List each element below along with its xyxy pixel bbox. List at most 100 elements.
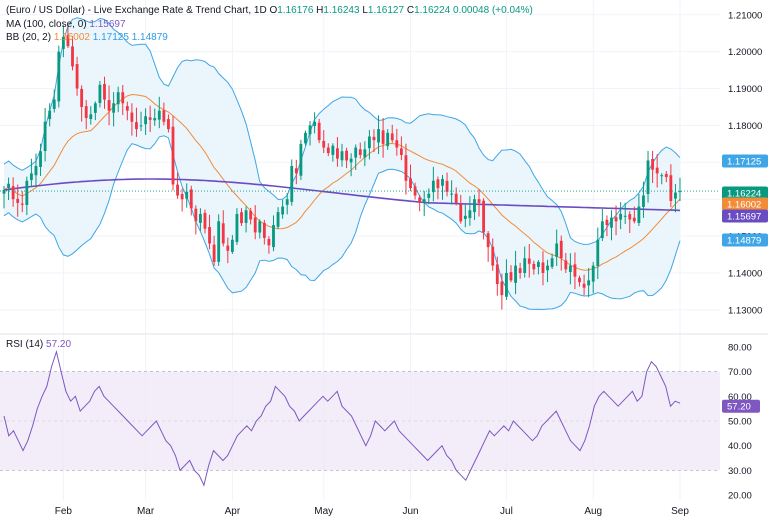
candlestick-series — [2, 25, 682, 310]
rsi-axis: 20.00 30.00 40.00 50.00 60.00 70.00 80.00 — [728, 342, 752, 501]
time-tick-label: Mar — [137, 506, 155, 517]
candle-body — [637, 206, 641, 224]
candle-body — [226, 245, 230, 251]
candle — [345, 147, 348, 169]
candle — [495, 256, 499, 296]
candle — [107, 85, 111, 126]
ma-legend[interactable]: MA (100, close, 0) 1.15697 — [6, 18, 126, 32]
candle — [381, 117, 385, 158]
candle-body — [532, 263, 536, 270]
candle-body — [7, 183, 10, 188]
candle — [308, 121, 312, 146]
candle — [555, 229, 559, 266]
candle — [605, 215, 609, 237]
candle-body — [377, 129, 380, 143]
candle-body — [390, 133, 394, 141]
rsi-value: 57.20 — [46, 339, 72, 350]
bb-legend[interactable]: BB (20, 2) 1.16002 1.17125 1.14879 — [6, 31, 168, 45]
candle — [564, 252, 568, 273]
candle — [399, 136, 403, 161]
candle — [632, 206, 636, 224]
candle — [623, 202, 627, 224]
candle — [25, 176, 29, 216]
candle-body — [61, 36, 65, 49]
candle — [198, 208, 202, 231]
price-tag-bg — [722, 154, 768, 168]
candle — [130, 103, 134, 136]
rsi-legend[interactable]: RSI (14) 57.20 — [6, 338, 71, 352]
candle-body — [317, 122, 321, 141]
candle-body — [660, 175, 664, 177]
candle — [578, 275, 581, 287]
candle — [84, 100, 88, 130]
candle-body — [294, 168, 298, 174]
candle — [61, 25, 65, 58]
time-tick-label: Apr — [225, 506, 241, 517]
candle — [290, 159, 294, 206]
rsi-tick-label: 80.00 — [728, 342, 752, 353]
candle — [230, 235, 234, 254]
candle — [651, 150, 655, 184]
candle — [450, 180, 454, 205]
candle — [409, 164, 412, 191]
candle — [600, 208, 604, 241]
candle-body — [93, 103, 97, 113]
candle-body — [198, 213, 202, 223]
price-tag-label: 1.16224 — [727, 189, 761, 200]
close-label: C — [406, 5, 415, 16]
price-tag-bg — [722, 209, 768, 223]
candle — [377, 115, 380, 154]
candle — [135, 107, 138, 137]
candle-body — [304, 132, 307, 144]
candle-body — [189, 189, 193, 209]
open-label: O — [269, 5, 278, 16]
candle — [294, 159, 298, 185]
candle-body — [441, 178, 444, 186]
candle — [121, 85, 125, 116]
candle — [304, 130, 307, 146]
candle — [363, 141, 367, 167]
candle — [550, 253, 554, 269]
candle-body — [308, 125, 312, 135]
candle-body — [235, 213, 239, 242]
candle — [189, 185, 193, 216]
candle-body — [212, 244, 216, 262]
candle-body — [135, 122, 138, 130]
candle-body — [11, 186, 15, 200]
candle — [276, 207, 280, 230]
candle-body — [436, 179, 440, 189]
price-tag-ma: 1.15697 — [722, 209, 768, 223]
candle — [587, 267, 591, 298]
candle — [646, 150, 650, 203]
candle — [212, 235, 216, 267]
candle-body — [422, 199, 426, 203]
candle-body — [29, 173, 33, 181]
candle — [541, 251, 545, 286]
rsi-tick-label: 70.00 — [728, 367, 752, 378]
candle — [112, 92, 116, 127]
price-tag-bg — [722, 197, 768, 211]
candle-body — [500, 281, 504, 296]
rsi-tick-label: 20.00 — [728, 491, 752, 502]
candle — [591, 261, 595, 294]
candle-body — [116, 92, 120, 105]
candle — [75, 56, 79, 96]
rsi-tick-label: 30.00 — [728, 466, 752, 477]
candle — [509, 265, 513, 283]
candle — [71, 36, 74, 71]
candle — [669, 164, 673, 208]
candle — [477, 189, 481, 217]
candle-body — [349, 158, 353, 163]
candle-body — [16, 198, 20, 203]
candle — [240, 208, 243, 227]
candle — [536, 260, 540, 275]
price-tick-label: 1.20000 — [728, 47, 762, 58]
price-tick-label: 1.21000 — [728, 10, 762, 21]
candle — [582, 274, 586, 296]
candle-body — [555, 243, 559, 257]
candle-body — [253, 217, 257, 233]
candle-body — [372, 136, 376, 141]
candle — [500, 273, 504, 310]
candle — [66, 26, 70, 48]
candle — [34, 153, 38, 187]
